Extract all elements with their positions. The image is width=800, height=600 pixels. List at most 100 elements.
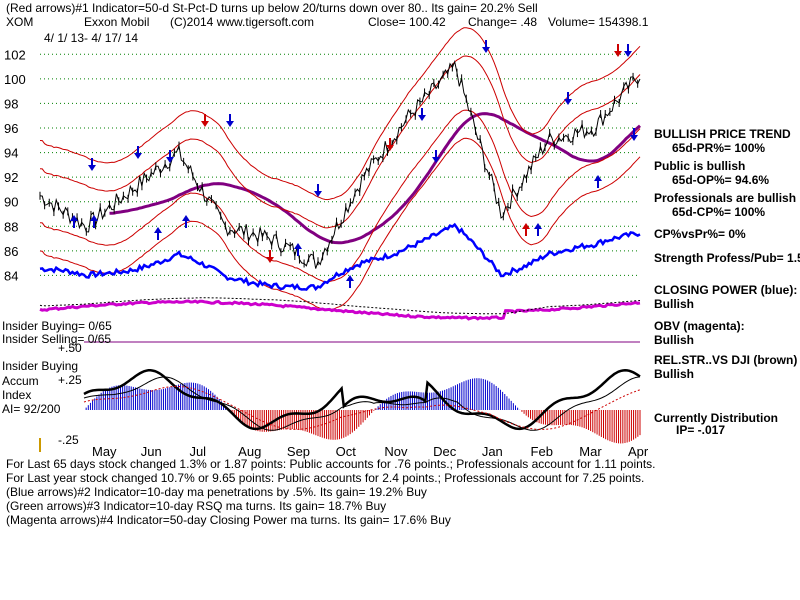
down-arrow-icon (226, 114, 234, 127)
company-label: Exxon Mobil (84, 15, 150, 29)
op-value: 65d-OP%= 94.6% (672, 173, 770, 187)
obv-label: OBV (magenta): (654, 319, 745, 333)
down-arrow-icon (614, 44, 622, 57)
inner-lower-band (39, 109, 641, 283)
strength-value: Strength Profess/Pub= 1.5 (654, 251, 800, 265)
down-arrow-icon (624, 44, 632, 57)
indicator-1-line: (Red arrows)#1 Indicator=50-d St-Pct-D t… (6, 1, 538, 15)
ai-label: AI= 92/200 (2, 402, 61, 416)
date-range-label: 4/ 1/ 13- 4/ 17/ 14 (44, 31, 139, 45)
insider-buying: Insider Buying= 0/65 (2, 319, 112, 333)
down-arrow-icon (266, 250, 274, 263)
public-label: Public is bullish (654, 159, 746, 173)
x-tick-label: Dec (433, 444, 457, 459)
down-arrow-icon (418, 108, 426, 121)
price-gridlines (40, 53, 640, 276)
x-axis-labels: May Jun Jul Aug Sep Oct Nov Dec Jan Feb Mar Apr (92, 444, 649, 459)
y-tick-label: 92 (4, 170, 18, 185)
up-arrow-icon (70, 215, 78, 228)
down-arrow-icon (201, 114, 209, 127)
x-tick-label: Jul (189, 444, 206, 459)
down-arrow-icon (432, 150, 440, 163)
closing-power-label: CLOSING POWER (blue): (654, 283, 798, 297)
accum-index-bars (85, 378, 641, 444)
y-tick-label: 98 (4, 96, 18, 111)
copyright-label: (C)2014 www.tigersoft.com (170, 15, 315, 29)
x-tick-label: Feb (531, 444, 553, 459)
insider-selling: Insider Selling= 0/65 (2, 332, 112, 346)
footer-line-3: (Blue arrows)#2 Indicator=10-day ma pene… (6, 485, 427, 499)
accum-label: Accum (2, 374, 39, 388)
down-arrow-icon (166, 150, 174, 163)
up-arrow-icon (522, 223, 530, 236)
relstr-label: REL.STR..VS DJI (brown) (654, 353, 798, 367)
close-label: Close= 100.42 (368, 15, 446, 29)
y-tick-label: 88 (4, 219, 18, 234)
x-tick-label: Mar (579, 444, 602, 459)
relative-strength-line (83, 369, 641, 431)
x-tick-label: Aug (238, 444, 261, 459)
down-arrow-icon (314, 184, 322, 197)
inner-upper-band (39, 55, 641, 229)
footer-line-2: For Last year stock changed 10.7% or 9.6… (6, 471, 645, 485)
lower-band (39, 137, 641, 311)
up-arrow-icon (90, 215, 98, 228)
y-tick-label: 102 (4, 47, 26, 62)
obv-ma-line (39, 297, 641, 315)
down-arrow-icon (482, 40, 490, 53)
up-arrow-icon (594, 175, 602, 188)
accum-ma-dotted (83, 385, 641, 430)
x-tick-label: Nov (384, 444, 408, 459)
down-arrow-icon (630, 128, 638, 141)
x-tick-label: Sep (287, 444, 310, 459)
y-tick-label: 100 (4, 72, 26, 87)
up-arrow-icon (154, 227, 162, 240)
y-tick-label: 96 (4, 121, 18, 136)
symbol-label: XOM (6, 15, 34, 29)
ip-value: IP= -.017 (676, 423, 726, 437)
relstr-value: Bullish (654, 367, 695, 381)
accum-tick-high: +.50 (58, 341, 82, 355)
footer-line-1: For Last 65 days stock changed 1.3% or 1… (6, 457, 656, 471)
up-arrow-icon (294, 243, 302, 256)
down-arrow-icon (88, 158, 96, 171)
volume-label: Volume= 154398.1 (548, 15, 649, 29)
y-tick-label: 94 (4, 146, 18, 161)
up-arrow-icon (534, 223, 542, 236)
cpvspr-value: CP%vsPr%= 0% (654, 227, 746, 241)
relative-strength-ma (83, 376, 641, 431)
up-arrow-icon (346, 275, 354, 288)
distribution-label: Currently Distribution (654, 411, 779, 425)
accum-tick-mid: +.25 (58, 373, 82, 387)
change-label: Change= .48 (468, 15, 538, 29)
down-arrow-icon (134, 146, 142, 159)
down-arrow-icon (386, 138, 394, 151)
insider-buying-2: Insider Buying (2, 359, 79, 373)
up-arrow-icon (182, 215, 190, 228)
y-tick-label: 84 (4, 268, 18, 283)
trend-title: BULLISH PRICE TREND (654, 127, 791, 141)
down-arrow-icon (564, 92, 572, 105)
x-tick-label: Oct (336, 444, 357, 459)
upper-band (39, 27, 641, 201)
signal-arrows (70, 40, 638, 288)
x-tick-label: May (92, 444, 117, 459)
x-tick-label: Apr (628, 444, 649, 459)
y-axis-labels: 84 86 88 90 92 94 96 98 100 102 (4, 47, 26, 283)
y-tick-label: 90 (4, 195, 18, 210)
footer-line-4: (Green arrows)#3 Indicator=10-day RSQ ma… (6, 499, 387, 513)
footer-line-5: (Magenta arrows)#4 Indicator=50-day Clos… (6, 513, 451, 527)
closing-power-line (39, 222, 641, 292)
index-label: Index (2, 388, 32, 402)
cp-value: 65d-CP%= 100% (672, 205, 766, 219)
pros-label: Professionals are bullish (654, 191, 797, 205)
closing-power-value: Bullish (654, 297, 695, 311)
x-tick-label: Jan (482, 444, 503, 459)
obv-line (39, 299, 641, 321)
price-bars (39, 63, 639, 268)
pr-value: 65d-PR%= 100% (672, 141, 766, 155)
obv-value: Bullish (654, 333, 695, 347)
y-tick-label: 86 (4, 244, 18, 259)
accum-tick-low: -.25 (58, 433, 79, 447)
